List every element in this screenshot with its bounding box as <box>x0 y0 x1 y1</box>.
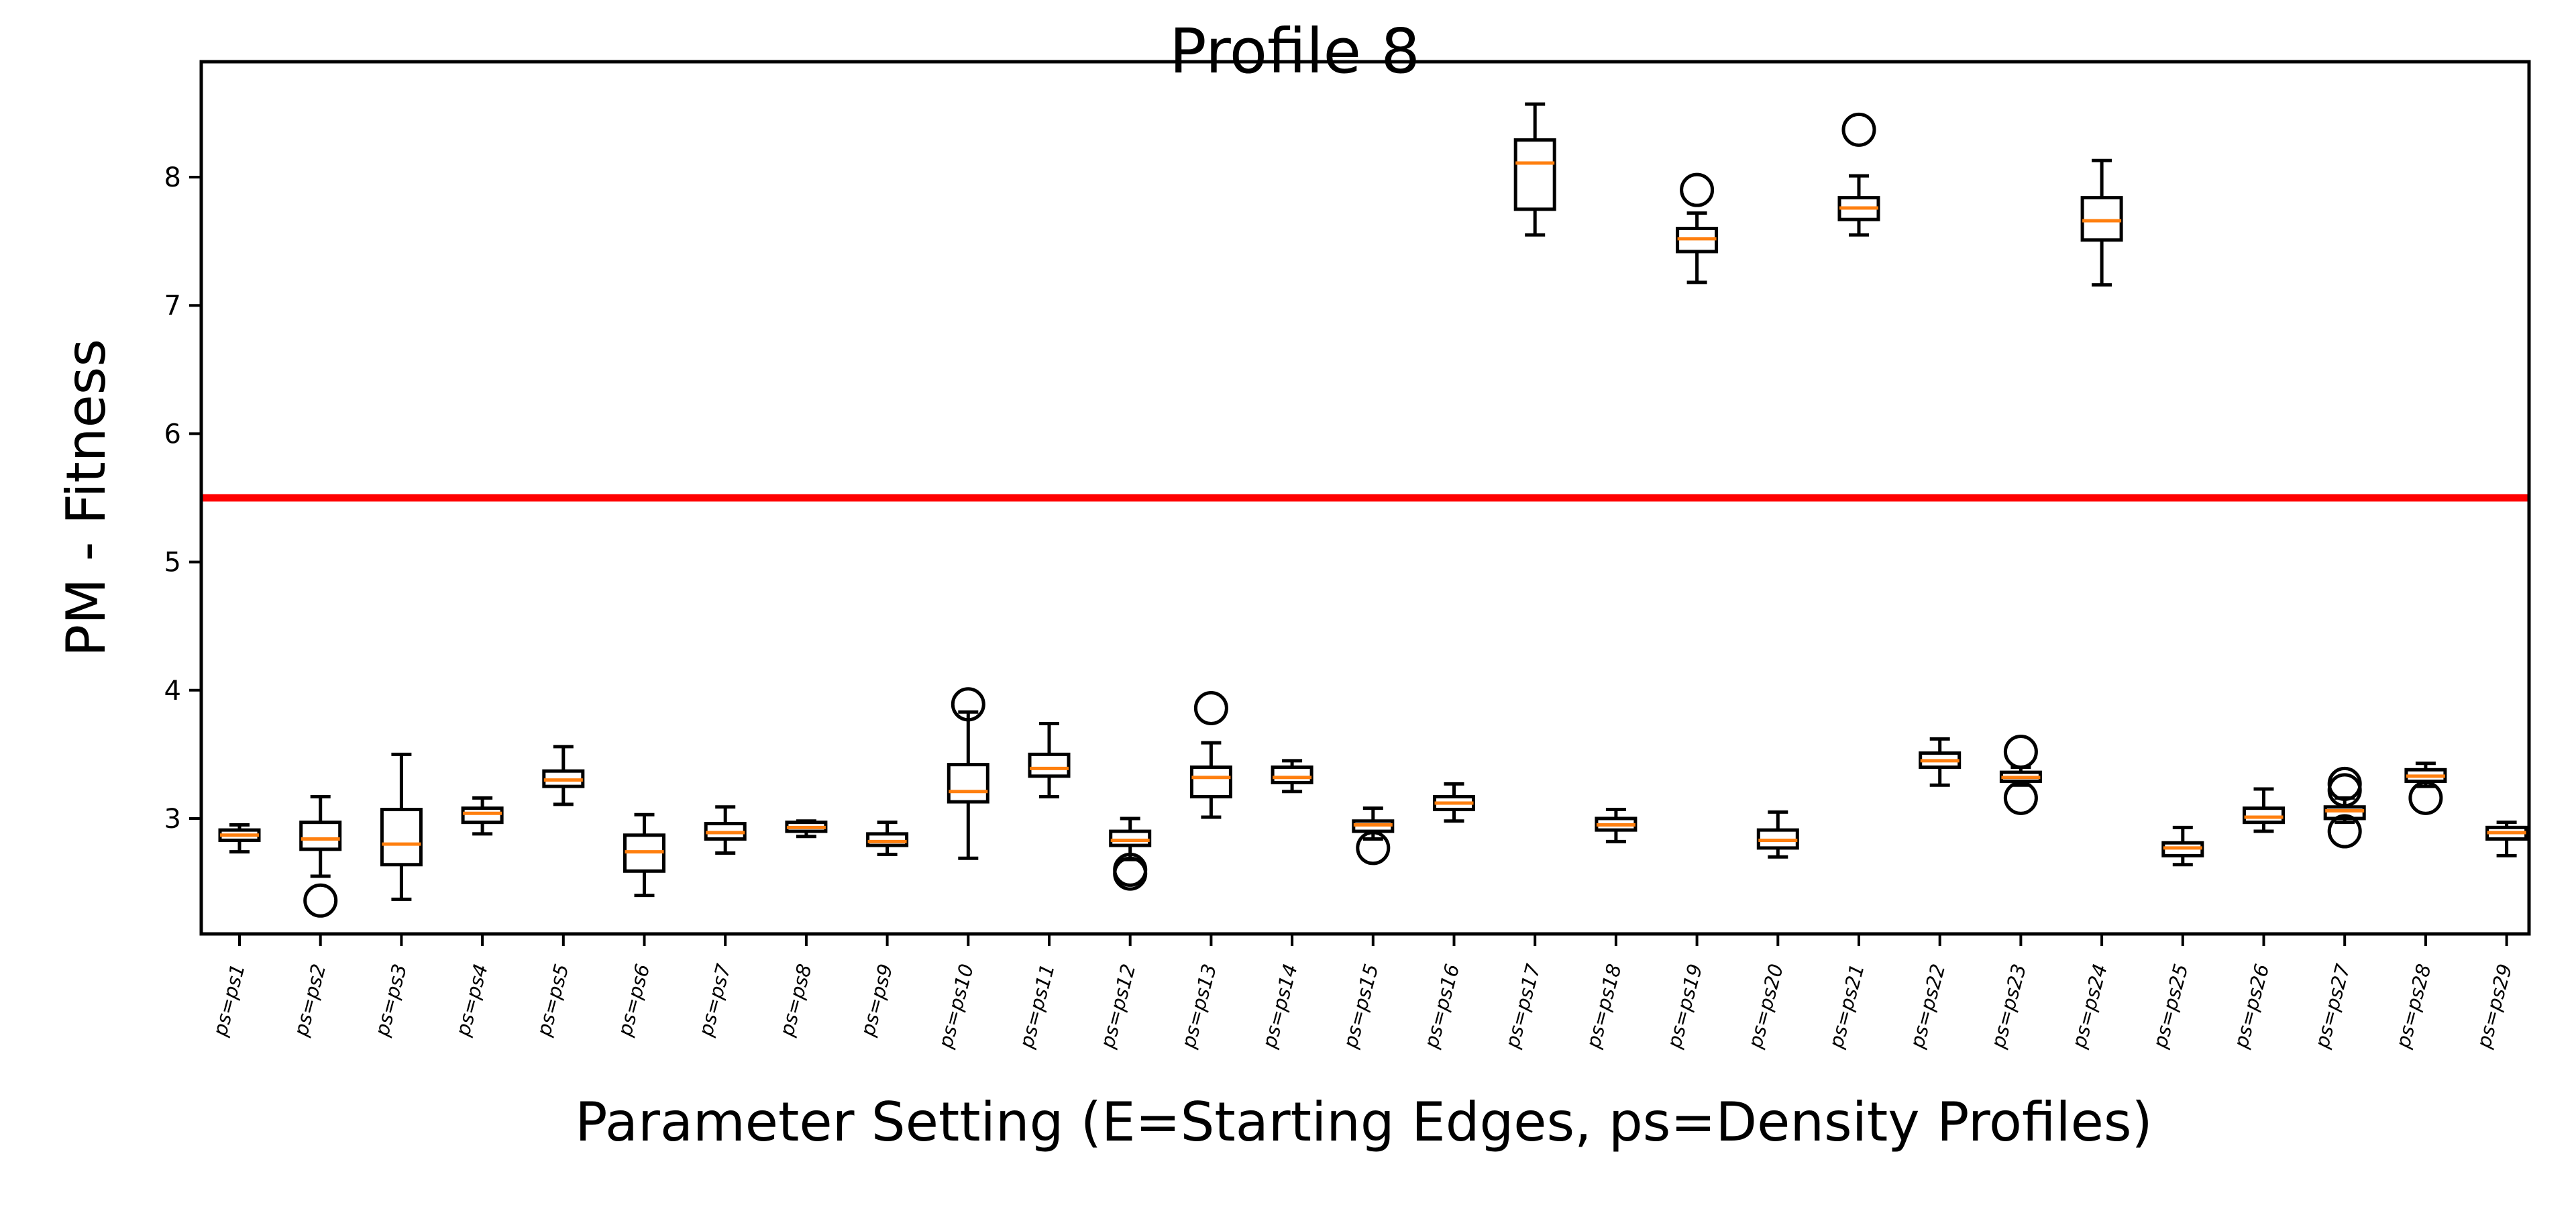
y-tick-label: 4 <box>164 676 181 706</box>
outlier-point <box>303 883 338 918</box>
y-tick-label: 6 <box>164 419 181 450</box>
box <box>2080 196 2123 242</box>
box <box>461 806 504 825</box>
box <box>1189 765 1232 798</box>
box <box>1271 765 1313 784</box>
outlier-point <box>1113 856 1148 891</box>
y-tick-label: 5 <box>164 547 181 578</box>
outlier-point <box>951 687 985 722</box>
box <box>1513 138 1556 211</box>
box <box>866 832 909 847</box>
outlier-point <box>1356 831 1391 865</box>
outlier-point <box>1680 172 1715 207</box>
outlier-point <box>1841 112 1876 147</box>
box <box>1109 829 1152 847</box>
outlier-point <box>2327 773 2362 808</box>
outlier-point <box>2408 780 2443 815</box>
x-axis-label: Parameter Setting (E=Starting Edges, ps=… <box>575 1091 2152 1153</box>
box <box>1028 752 1071 778</box>
outlier-point <box>2327 814 2362 849</box>
y-tick-label: 7 <box>164 291 181 321</box>
outlier-point <box>2003 735 2038 770</box>
y-tick-label: 3 <box>164 804 181 835</box>
plot-frame <box>199 60 2531 936</box>
box <box>380 808 423 867</box>
chart-title: Profile 8 <box>1169 15 1420 87</box>
box <box>947 763 989 804</box>
y-tick-label: 8 <box>164 162 181 193</box>
outlier-point <box>2003 780 2038 815</box>
box <box>2243 806 2285 825</box>
box <box>299 821 342 851</box>
y-axis-label: PM - Fitness <box>55 339 117 657</box>
outlier-point <box>1193 691 1228 726</box>
